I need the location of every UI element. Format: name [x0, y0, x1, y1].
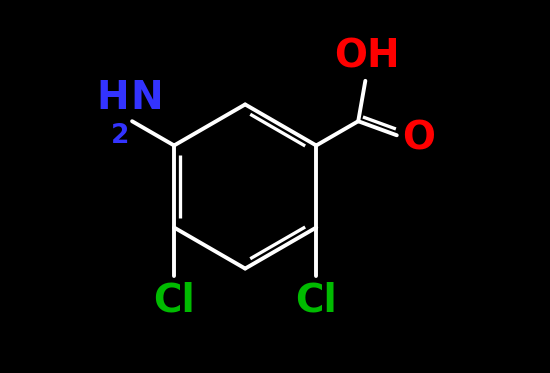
Text: N: N — [130, 79, 163, 117]
Text: H: H — [96, 79, 129, 117]
Text: OH: OH — [334, 37, 400, 75]
Text: 2: 2 — [111, 123, 129, 149]
Text: Cl: Cl — [153, 282, 195, 320]
Text: Cl: Cl — [295, 282, 337, 320]
Text: O: O — [403, 119, 436, 157]
